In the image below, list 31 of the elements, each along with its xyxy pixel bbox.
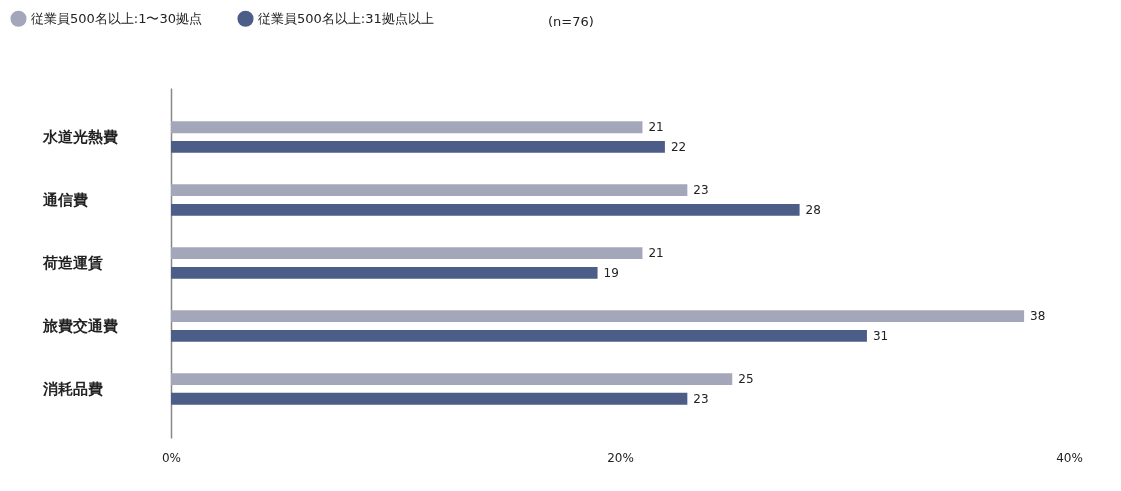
- y-tick-label: 荷造運賃: [41, 254, 103, 272]
- y-tick-label: 通信費: [41, 191, 88, 210]
- data-label: 25: [738, 372, 754, 387]
- data-label: 19: [603, 265, 619, 280]
- y-tick-label: 旅費交通費: [41, 316, 118, 335]
- bar: [171, 141, 665, 153]
- data-label: 23: [693, 183, 709, 198]
- y-tick-label: 水道光熱費: [41, 128, 118, 147]
- bar: [171, 329, 867, 342]
- bar: [171, 392, 688, 405]
- bar: [171, 247, 643, 260]
- data-label: 21: [648, 120, 664, 135]
- data-label: 23: [693, 391, 709, 406]
- x-tick-label: 40%: [1056, 450, 1083, 465]
- bar: [171, 203, 800, 216]
- y-tick-label: 消耗品費: [41, 379, 103, 398]
- bar: [171, 184, 688, 197]
- text: (n=76): [548, 14, 594, 29]
- legend-label: 従業員500名以上:1〜30拠点: [31, 10, 203, 26]
- data-label: 31: [872, 328, 889, 343]
- bar: [171, 266, 598, 279]
- bar: [171, 373, 733, 385]
- bar: [171, 121, 643, 134]
- data-label: 38: [1030, 309, 1046, 324]
- bar: [171, 310, 1025, 323]
- legend-label: 従業員500名以上:31拠点以上: [258, 10, 434, 26]
- data-label: 22: [670, 139, 687, 154]
- data-label: 28: [805, 202, 821, 217]
- x-tick-label: 20%: [607, 450, 634, 465]
- data-label: 21: [648, 246, 664, 261]
- x-tick-label: 0%: [161, 450, 182, 465]
